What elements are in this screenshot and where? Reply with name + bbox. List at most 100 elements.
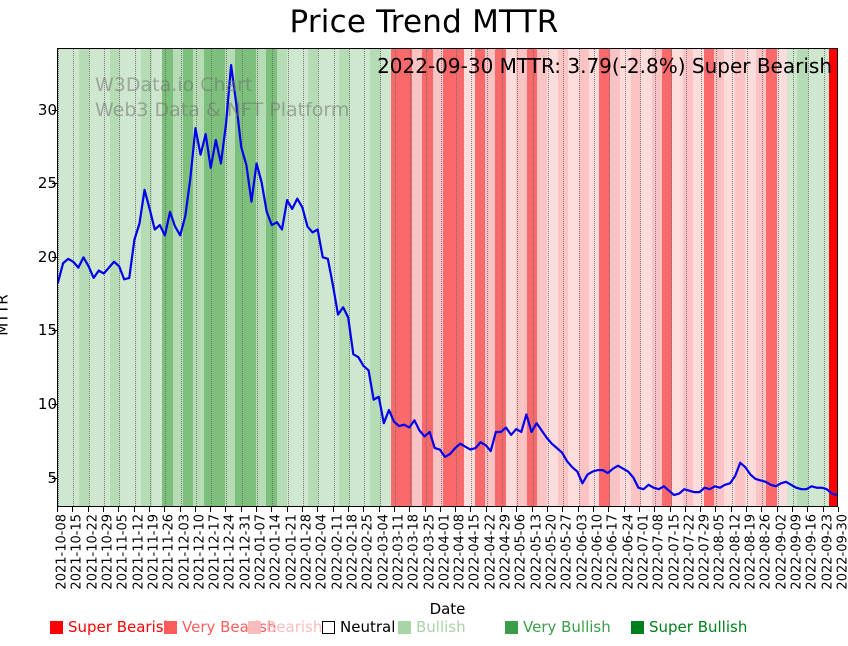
sentiment-band — [828, 49, 837, 506]
x-tick-label: 2022-04-08 — [452, 514, 468, 590]
sentiment-band — [682, 49, 694, 506]
x-tick-label: 2022-03-18 — [406, 514, 422, 590]
x-tick-mark — [378, 507, 380, 512]
x-tick-mark — [210, 507, 212, 512]
sentiment-band — [641, 49, 653, 506]
legend-swatch-icon — [505, 620, 518, 634]
sentiment-band — [130, 49, 142, 506]
x-tick-label: 2022-05-27 — [559, 514, 575, 590]
x-axis: 2021-10-08 2021-10-15 2021-10-22 2021-10-29… — [54, 507, 848, 599]
x-tick-label: 2021-11-19 — [146, 514, 162, 590]
legend-swatch-icon — [248, 620, 261, 634]
x-tick-label: 2022-03-04 — [376, 514, 392, 590]
legend-label: Bearish — [266, 618, 323, 636]
x-tick-mark — [256, 507, 258, 512]
x-tick-mark — [424, 507, 426, 512]
sentiment-band — [255, 49, 267, 506]
sentiment-band — [630, 49, 642, 506]
x-tick-label: 2022-02-04 — [314, 514, 330, 590]
sentiment-band — [714, 49, 726, 506]
x-tick-mark — [654, 507, 656, 512]
x-tick-mark — [822, 507, 824, 512]
legend-item[interactable]: Super Bearish — [50, 617, 173, 637]
sentiment-band — [412, 49, 424, 506]
x-tick-mark — [148, 507, 150, 512]
x-tick-label: 2021-12-17 — [207, 514, 223, 590]
x-tick-label: 2021-12-24 — [222, 514, 238, 590]
x-tick-mark — [240, 507, 242, 512]
legend-item[interactable]: Bullish — [398, 617, 466, 637]
x-tick-label: 2021-10-22 — [85, 514, 101, 590]
sentiment-band — [172, 49, 184, 506]
x-tick-label: 2022-08-19 — [743, 514, 759, 590]
legend-label: Neutral — [340, 618, 396, 636]
legend-label: Bullish — [416, 618, 466, 636]
sentiment-band — [401, 49, 413, 506]
sentiment-band — [214, 49, 226, 506]
x-tick-label: 2022-09-23 — [820, 514, 836, 590]
x-tick-mark — [225, 507, 227, 512]
x-tick-mark — [286, 507, 288, 512]
x-tick-mark — [684, 507, 686, 512]
x-tick-label: 2022-06-03 — [575, 514, 591, 590]
legend-swatch-icon — [322, 620, 335, 634]
x-tick-mark — [102, 507, 104, 512]
sentiment-band — [99, 49, 111, 506]
x-tick-label: 2022-05-06 — [513, 514, 529, 590]
sentiment-band — [786, 49, 798, 506]
x-tick-mark — [547, 507, 549, 512]
y-tick-mark — [52, 330, 57, 332]
sentiment-band — [318, 49, 330, 506]
sentiment-band — [474, 49, 486, 506]
x-tick-mark — [271, 507, 273, 512]
sentiment-band — [370, 49, 382, 506]
x-tick-label: 2022-05-20 — [544, 514, 560, 590]
x-tick-mark — [87, 507, 89, 512]
sentiment-band — [651, 49, 663, 506]
x-tick-label: 2022-01-21 — [284, 514, 300, 590]
sentiment-band — [339, 49, 351, 506]
sentiment-bands — [58, 49, 837, 506]
legend-label: Super Bullish — [649, 618, 748, 636]
x-tick-label: 2022-07-15 — [667, 514, 683, 590]
x-tick-mark — [164, 507, 166, 512]
legend-item[interactable]: Very Bullish — [505, 617, 611, 637]
x-tick-mark — [715, 507, 717, 512]
sentiment-band — [359, 49, 371, 506]
sentiment-band — [734, 49, 746, 506]
x-tick-mark — [332, 507, 334, 512]
sentiment-band — [182, 49, 194, 506]
legend-swatch-icon — [398, 620, 411, 634]
x-tick-mark — [562, 507, 564, 512]
x-tick-label: 2022-02-25 — [360, 514, 376, 590]
sentiment-band — [807, 49, 819, 506]
sentiment-band — [287, 49, 299, 506]
x-tick-label: 2022-08-05 — [712, 514, 728, 590]
sentiment-band — [141, 49, 153, 506]
x-tick-label: 2022-08-26 — [758, 514, 774, 590]
x-tick-label: 2022-03-25 — [422, 514, 438, 590]
legend-item[interactable]: Super Bullish — [631, 617, 747, 637]
sentiment-band — [484, 49, 496, 506]
sentiment-band — [693, 49, 705, 506]
legend-swatch-icon — [50, 620, 63, 634]
x-tick-label: 2021-10-15 — [69, 514, 85, 590]
x-tick-label: 2021-10-08 — [54, 514, 70, 590]
x-tick-mark — [409, 507, 411, 512]
x-tick-label: 2021-11-05 — [115, 514, 131, 590]
sentiment-band — [224, 49, 236, 506]
sentiment-band — [672, 49, 684, 506]
x-tick-label: 2022-01-14 — [268, 514, 284, 590]
legend-item[interactable]: Neutral — [322, 617, 395, 637]
y-tick-mark — [52, 183, 57, 185]
x-tick-mark — [577, 507, 579, 512]
sentiment-band — [443, 49, 455, 506]
y-tick-mark — [52, 109, 57, 111]
x-tick-label: 2022-07-22 — [682, 514, 698, 590]
sentiment-band — [516, 49, 528, 506]
x-tick-label: 2022-02-18 — [345, 514, 361, 590]
x-tick-label: 2022-07-08 — [651, 514, 667, 590]
sentiment-band — [599, 49, 611, 506]
legend-item[interactable]: Bearish — [248, 617, 322, 637]
